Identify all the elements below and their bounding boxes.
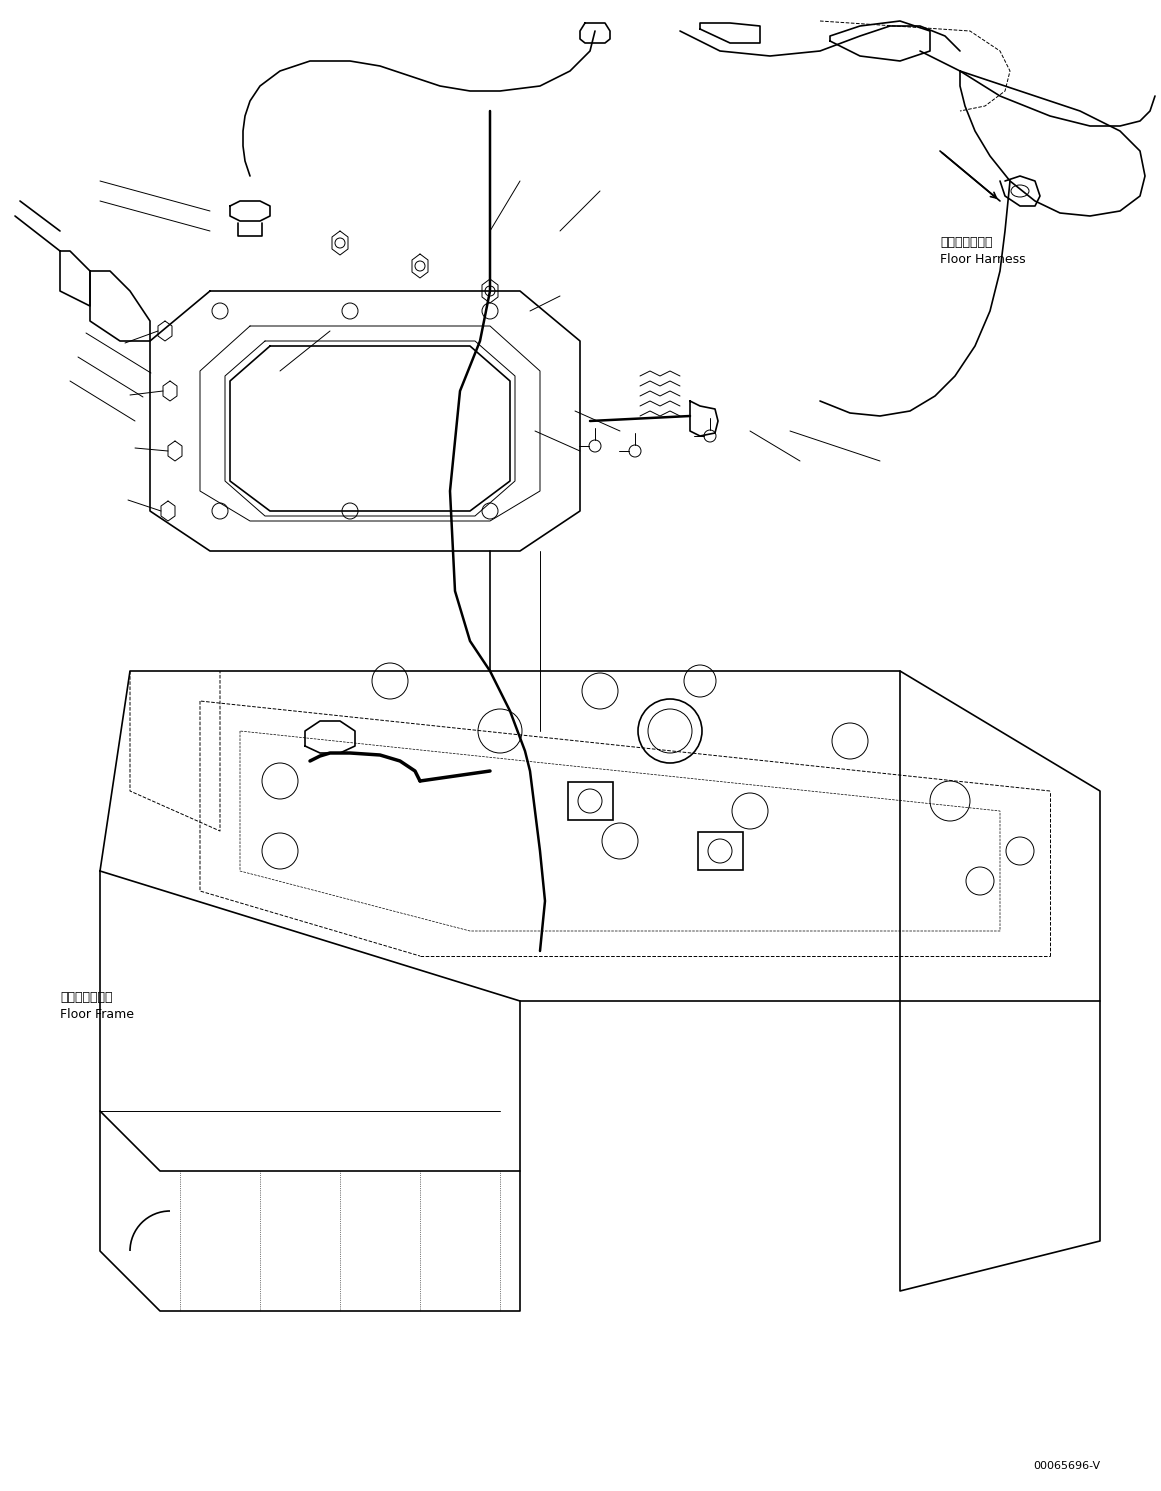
Text: Floor Frame: Floor Frame xyxy=(60,1008,134,1021)
Bar xyxy=(698,832,743,871)
Text: Floor Harness: Floor Harness xyxy=(940,253,1025,265)
Text: フロアハーネス: フロアハーネス xyxy=(940,236,993,249)
Text: 00065696-V: 00065696-V xyxy=(1033,1461,1099,1472)
Text: フロアフレーム: フロアフレーム xyxy=(60,992,113,1003)
Bar xyxy=(568,781,613,820)
